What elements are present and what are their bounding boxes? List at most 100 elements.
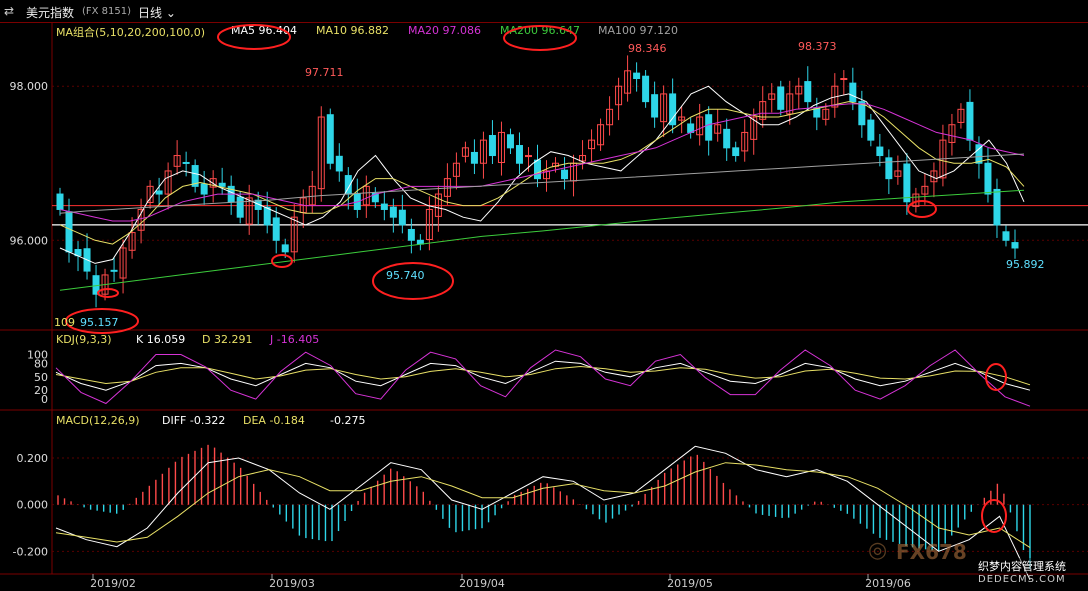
candle (254, 199, 262, 210)
highlight-circle (372, 262, 454, 300)
ma-line-ma200 (59, 189, 1025, 291)
macd-dea-label: DEA -0.184 (243, 414, 305, 427)
kdj-k-label: K 16.059 (136, 333, 186, 346)
kdj-tick-label: 100 (27, 348, 48, 361)
period-select[interactable]: 日线 ⌄ (138, 6, 176, 20)
kdj-tick-label: 80 (34, 357, 48, 370)
candle (876, 146, 884, 157)
highlight-circle (271, 254, 293, 268)
candle (984, 162, 992, 195)
candle (957, 108, 965, 123)
fx678-icon: ◎ (868, 538, 888, 563)
macd-diff-label: DIFF -0.322 (162, 414, 226, 427)
low-label-1: 95.740 (386, 269, 425, 282)
candle (660, 93, 668, 123)
ma20-label: MA20 97.086 (408, 24, 481, 37)
candle (597, 124, 605, 146)
highlight-circle (981, 499, 1007, 533)
candle (56, 193, 64, 210)
macd-label[interactable]: MACD(12,26,9) (56, 414, 140, 427)
double-arrow-icon[interactable]: ⇄ (4, 4, 15, 18)
candle (461, 147, 469, 157)
candle (119, 247, 127, 279)
candle (804, 81, 812, 103)
symbol-code: (FX 8151) (82, 6, 132, 17)
y-tick-label: 98.000 (10, 80, 49, 93)
macd-line-diff (55, 445, 1031, 581)
macd-tick-label: 0.200 (17, 452, 49, 465)
candle (407, 228, 415, 241)
x-tick-label: 2019/02 (90, 577, 136, 590)
kdj-d-label: D 32.291 (202, 333, 253, 346)
x-tick-label: 2019/06 (865, 577, 911, 590)
candle (966, 101, 974, 141)
ma-line-ma10 (59, 101, 1025, 245)
kdj-j-label: J -16.405 (270, 333, 320, 346)
high-label-2: 98.346 (628, 42, 667, 55)
candle (389, 206, 397, 218)
highlight-circle (65, 308, 139, 334)
candle (506, 134, 514, 149)
candle (182, 161, 190, 164)
kdj-label[interactable]: KDJ(9,3,3) (56, 333, 112, 346)
ma10-label: MA10 96.882 (316, 24, 389, 37)
candle (606, 108, 614, 126)
candle (434, 193, 442, 217)
watermark-cms: 织梦内容管理系统 (978, 558, 1066, 574)
x-tick-label: 2019/03 (269, 577, 315, 590)
ma-group-label[interactable]: MA组合(5,10,20,200,100,0) (56, 26, 206, 39)
candle (543, 170, 551, 180)
kdj-tick-label: 0 (41, 393, 48, 406)
candle (245, 197, 253, 225)
candle (515, 145, 523, 164)
y-tick-label: 96.000 (10, 234, 49, 247)
candle (624, 70, 632, 94)
highlight-circle (503, 25, 577, 51)
macd-value-label: -0.275 (330, 414, 366, 427)
watermark-logo: ◎ FX678 (868, 538, 967, 564)
candle (714, 124, 722, 134)
candle (488, 135, 496, 157)
candle (290, 216, 298, 253)
highlight-circle (97, 288, 119, 298)
candle (750, 116, 758, 140)
candle (642, 75, 650, 103)
candle (588, 139, 596, 150)
candle (236, 196, 244, 218)
candle (678, 116, 686, 121)
kdj-line-j (55, 349, 1031, 407)
macd-tick-label: -0.200 (13, 545, 48, 558)
ma-line-ma100 (59, 153, 1025, 214)
kdj-tick-label: 50 (34, 371, 48, 384)
ma100-label: MA100 97.120 (598, 24, 678, 37)
highlight-circle (907, 200, 937, 218)
candle (524, 155, 532, 158)
candle (335, 155, 343, 172)
candle (867, 119, 875, 141)
low-label-2: 95.892 (1006, 258, 1045, 271)
candle (200, 183, 208, 195)
candle (723, 128, 731, 149)
high-label-3: 98.373 (798, 40, 837, 53)
candle (497, 131, 505, 163)
candle (759, 101, 767, 120)
candle (561, 169, 569, 180)
candle (741, 131, 749, 152)
ma-line-ma20 (59, 103, 1025, 222)
candle (885, 157, 893, 180)
candle (777, 86, 785, 110)
candle (326, 114, 334, 164)
candle (470, 151, 478, 164)
watermark-domain: DEDECMS.COM (978, 574, 1066, 585)
candle (840, 78, 848, 81)
highlight-circle (985, 363, 1007, 391)
candle (615, 85, 623, 106)
candle (858, 101, 866, 126)
candle (371, 192, 379, 203)
kdj-line-d (55, 365, 1031, 386)
chart-header: ⇄ 美元指数 (FX 8151) 日线 ⌄ (0, 0, 1088, 23)
candle (732, 147, 740, 157)
candle (452, 162, 460, 177)
low-label-3: 95.157 (80, 316, 119, 329)
